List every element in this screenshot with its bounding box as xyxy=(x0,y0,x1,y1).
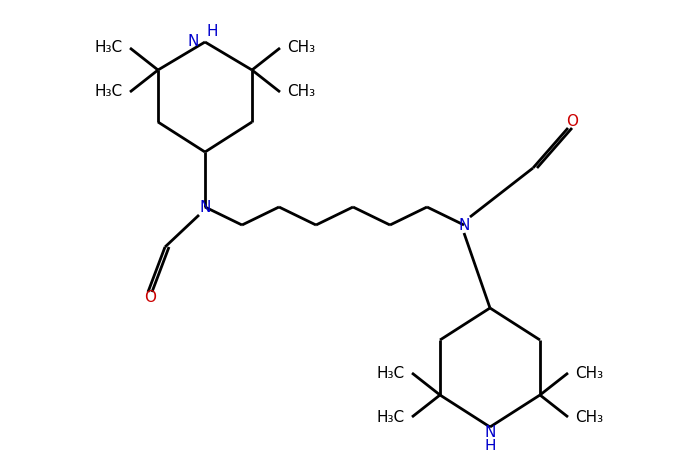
Text: N: N xyxy=(484,425,496,440)
Text: H: H xyxy=(484,439,496,450)
Text: H₃C: H₃C xyxy=(95,85,123,99)
Text: O: O xyxy=(144,291,156,306)
Text: H: H xyxy=(206,24,218,40)
Text: O: O xyxy=(566,114,578,130)
Text: CH₃: CH₃ xyxy=(575,365,603,381)
Text: N: N xyxy=(458,217,470,233)
Text: H₃C: H₃C xyxy=(377,410,405,424)
Text: CH₃: CH₃ xyxy=(287,40,315,55)
Text: H₃C: H₃C xyxy=(95,40,123,55)
Text: N: N xyxy=(199,199,211,215)
Text: N: N xyxy=(188,35,199,50)
Text: CH₃: CH₃ xyxy=(575,410,603,424)
Text: CH₃: CH₃ xyxy=(287,85,315,99)
Text: H₃C: H₃C xyxy=(377,365,405,381)
